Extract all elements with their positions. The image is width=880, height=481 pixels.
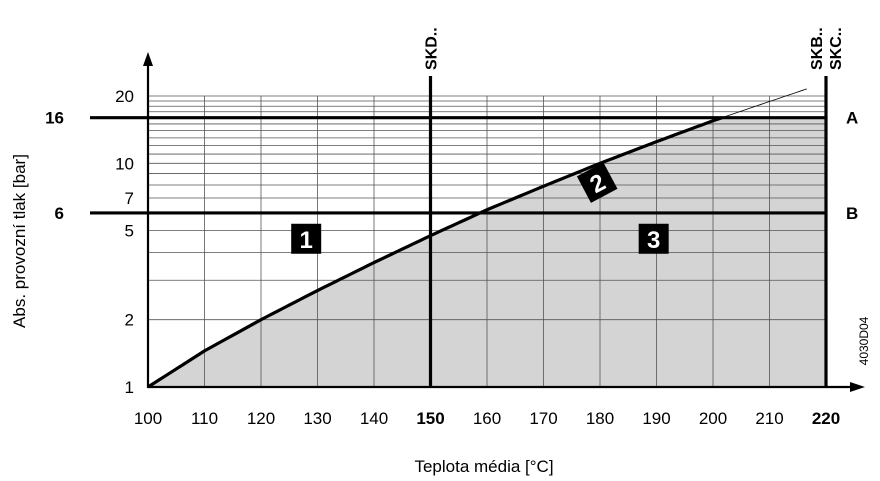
y-tick-label: 2 xyxy=(125,311,134,330)
labels: 100 110 120 130 140 150 160 170 180 190 200 210 2201… xyxy=(10,27,871,476)
curve-layer xyxy=(147,88,807,389)
region-label-number: 3 xyxy=(647,227,660,254)
region-label-box xyxy=(638,223,669,254)
region-label-2: 2 xyxy=(576,162,618,203)
y-tick-label: 1 xyxy=(125,378,134,397)
x-tick-label: 120 xyxy=(247,409,275,428)
y-tick-label: 5 xyxy=(125,222,134,241)
y-tick-label-bold: 6 xyxy=(55,204,64,223)
sku-label: SKB.. xyxy=(809,27,826,70)
x-tick-label: 100 xyxy=(134,409,162,428)
x-tick-label: 130 xyxy=(303,409,331,428)
region-label-3: 3 xyxy=(638,223,669,254)
reference-label: B xyxy=(846,204,858,223)
curve-main xyxy=(147,116,723,389)
region-label-box xyxy=(291,223,322,254)
figure-code: 4030D04 xyxy=(857,316,871,365)
region-label-number: 1 xyxy=(300,227,313,254)
x-tick-label: 210 xyxy=(755,409,783,428)
x-tick-label: 220 xyxy=(812,409,840,428)
sku-label: SKC.. xyxy=(828,27,845,70)
y-tick-label: 10 xyxy=(115,154,134,173)
x-tick-label: 140 xyxy=(360,409,388,428)
skd-label: SKD.. xyxy=(424,27,441,70)
x-tick-label: 180 xyxy=(586,409,614,428)
y-tick-label-bold: 16 xyxy=(45,109,64,128)
x-tick-label: 160 xyxy=(473,409,501,428)
curve-extension xyxy=(721,88,807,119)
region-label-box xyxy=(576,162,618,203)
region-label-1: 1 xyxy=(291,223,322,254)
x-tick-label: 170 xyxy=(529,409,557,428)
y-tick-label: 20 xyxy=(115,87,134,106)
x-axis-arrow xyxy=(850,382,865,392)
reference-lines xyxy=(90,76,828,387)
x-tick-label: 190 xyxy=(642,409,670,428)
x-tick-label: 150 xyxy=(416,409,444,428)
x-tick-label: 110 xyxy=(191,409,218,428)
x-axis-title: Teplota média [°C] xyxy=(414,457,553,476)
reference-label: A xyxy=(846,109,858,128)
x-tick-label: 200 xyxy=(699,409,727,428)
y-axis-arrow xyxy=(143,52,153,66)
y-tick-label: 7 xyxy=(125,189,134,208)
y-axis-title: Abs. provozní tlak [bar] xyxy=(10,154,29,328)
